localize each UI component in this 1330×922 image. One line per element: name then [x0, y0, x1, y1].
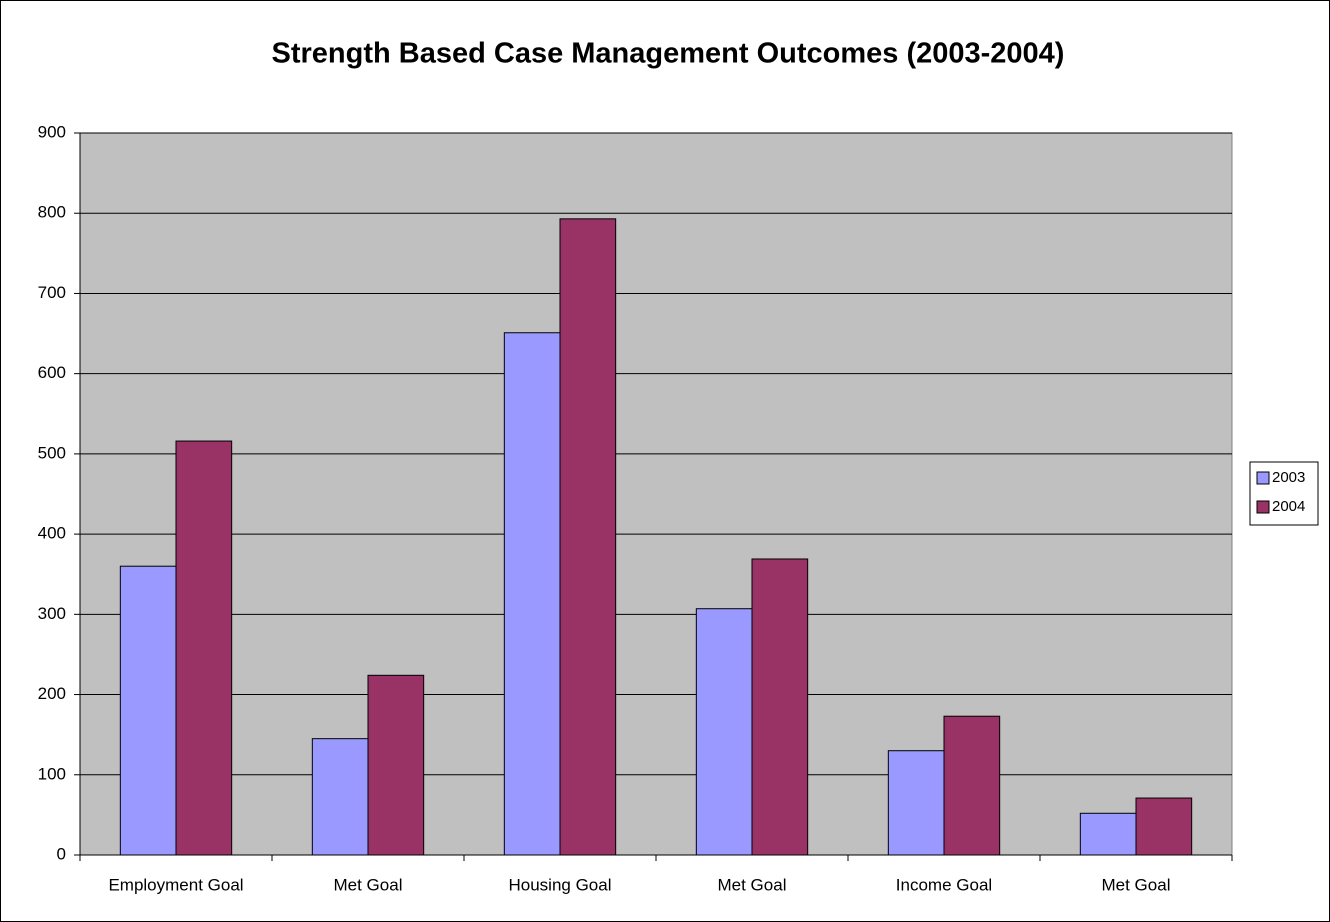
x-tick-label: Employment Goal — [108, 875, 243, 894]
bar — [1079, 812, 1137, 856]
y-tick-label: 900 — [38, 122, 66, 141]
y-tick-label: 700 — [38, 283, 66, 302]
plot-area — [79, 132, 1233, 856]
y-tick-label: 0 — [57, 844, 66, 863]
y-tick-label: 600 — [38, 363, 66, 382]
x-tick-label: Met Goal — [1102, 875, 1171, 894]
y-tick-label: 800 — [38, 203, 66, 222]
bar — [695, 608, 753, 856]
bar — [1135, 797, 1193, 856]
legend-swatch — [1256, 471, 1270, 485]
chart-title: Strength Based Case Management Outcomes … — [272, 38, 1065, 70]
x-tick-label: Met Goal — [718, 875, 787, 894]
bar — [887, 750, 945, 856]
bar — [311, 738, 369, 856]
x-tick-label: Housing Goal — [508, 875, 611, 894]
bar — [559, 218, 617, 856]
legend-label: 2003 — [1272, 469, 1305, 486]
y-tick-label: 100 — [38, 764, 66, 783]
bar — [119, 565, 177, 856]
x-tick-label: Income Goal — [896, 875, 992, 894]
bar — [367, 674, 425, 856]
y-tick-label: 200 — [38, 684, 66, 703]
x-tick-label: Met Goal — [334, 875, 403, 894]
y-tick-label: 500 — [38, 443, 66, 462]
bar — [175, 440, 233, 856]
bar — [751, 558, 809, 856]
legend-swatch — [1256, 500, 1270, 514]
bar — [503, 332, 561, 856]
bar — [943, 715, 1001, 856]
y-tick-label: 400 — [38, 524, 66, 543]
legend-label: 2004 — [1272, 498, 1305, 515]
y-tick-label: 300 — [38, 604, 66, 623]
